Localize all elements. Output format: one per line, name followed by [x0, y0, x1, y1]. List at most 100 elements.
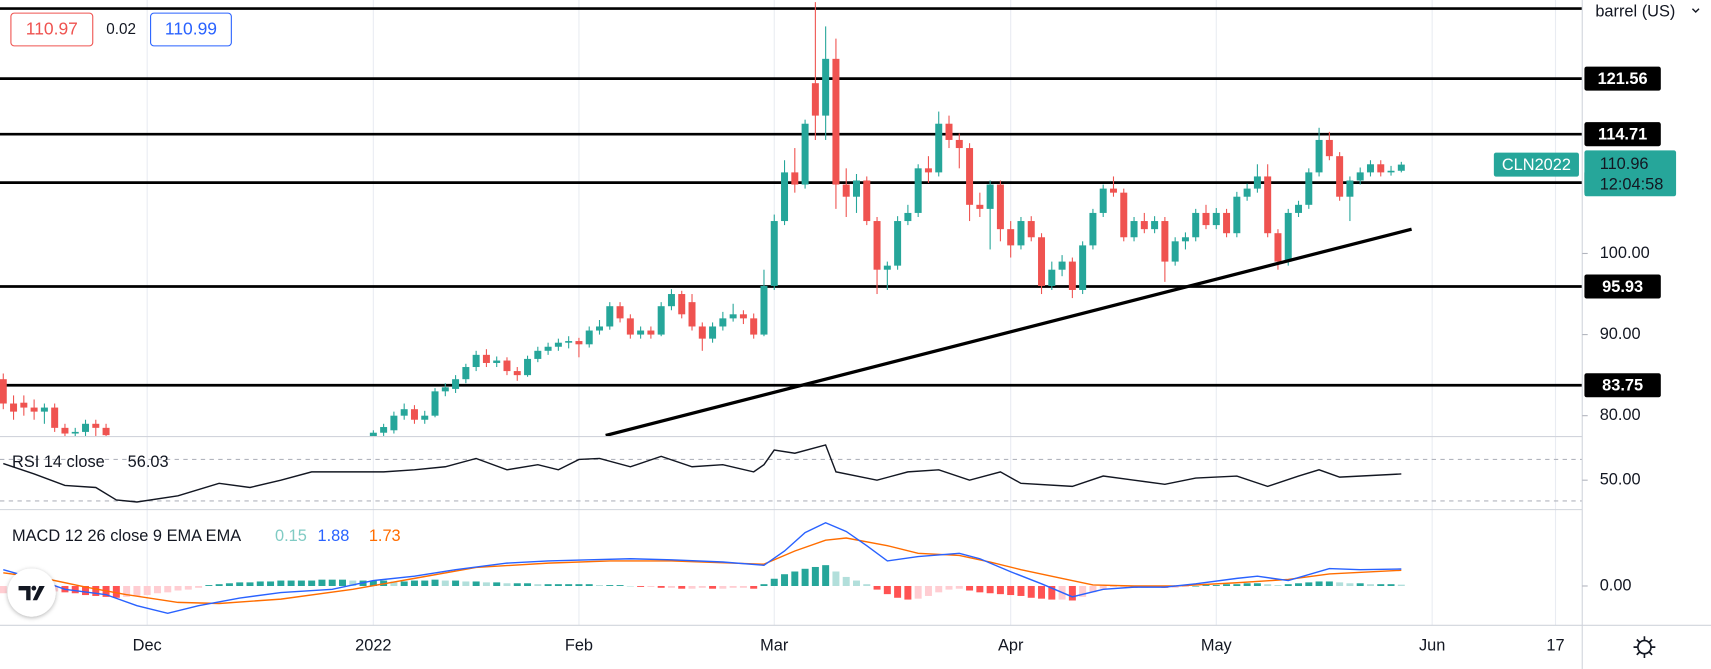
candle-body [1264, 176, 1272, 234]
candle-body [688, 302, 696, 327]
candle-body [924, 168, 932, 173]
candle-body [966, 148, 974, 205]
unit-chevron[interactable] [1691, 8, 1700, 14]
candle-body [380, 427, 388, 433]
histogram-bar [1387, 584, 1395, 586]
histogram-bar [1171, 585, 1179, 588]
histogram-bar [1366, 584, 1374, 586]
candle-body [554, 342, 562, 347]
candle-body [1058, 261, 1066, 270]
histogram-bar [1346, 583, 1354, 586]
y-tick-label: 50.00 [1600, 471, 1641, 489]
candle-body [493, 360, 501, 363]
histogram-bar [1027, 585, 1035, 598]
histogram-bar [976, 585, 984, 593]
macd-line [3, 521, 1402, 615]
ask-box[interactable] [150, 12, 232, 47]
logo[interactable] [7, 568, 56, 617]
candle-body [390, 415, 398, 431]
candle-body [1295, 204, 1303, 213]
logo-mark [18, 586, 45, 601]
histogram-bar [1274, 585, 1282, 586]
histogram-bar [318, 579, 326, 586]
histogram-bar [1284, 584, 1292, 586]
candle-body [750, 318, 758, 335]
candle-body [1325, 139, 1333, 157]
histogram-bar [657, 585, 665, 588]
candle-body [20, 402, 28, 408]
candle-body [92, 423, 100, 428]
level-label: 121.56 [1598, 70, 1648, 88]
x-tick-label: 2022 [355, 636, 391, 654]
histogram-bar [1068, 585, 1076, 601]
histogram-bar [493, 582, 501, 586]
histogram-bar [616, 585, 624, 586]
settings-icon[interactable] [1633, 636, 1656, 659]
histogram-bar [482, 582, 490, 586]
candle-body [82, 423, 90, 432]
candle-body [626, 318, 634, 335]
histogram-bar [123, 585, 131, 597]
gear-teeth [1633, 636, 1656, 659]
rsi-legend: RSI 14 close [12, 453, 105, 471]
signal-value: 1.73 [369, 527, 401, 545]
histogram-bar [164, 585, 172, 593]
rsi-line [3, 444, 1402, 503]
histogram-bar [852, 580, 860, 586]
histogram-value: 0.15 [275, 527, 307, 545]
histogram-bar [801, 568, 809, 586]
candle-body [1253, 176, 1261, 189]
histogram-bar [1212, 585, 1220, 586]
histogram-bar [667, 585, 675, 588]
candle-body [71, 431, 79, 434]
trend-line [605, 227, 1413, 437]
x-tick-label: Jun [1419, 636, 1445, 654]
histogram-bar [328, 579, 336, 586]
candle-body [1068, 261, 1076, 290]
candle-body [61, 427, 69, 434]
candle-body [863, 180, 871, 222]
histogram-bar [1356, 583, 1364, 586]
candle-body [976, 204, 984, 209]
histogram-bar [1007, 585, 1015, 596]
histogram-bar [822, 565, 830, 586]
x-tick-label: Apr [998, 636, 1024, 654]
unit-label[interactable]: barrel (US) [1595, 2, 1675, 20]
candle-body [1192, 212, 1200, 238]
candle-body [709, 326, 717, 339]
histogram-bar [410, 580, 418, 586]
candle-body [986, 184, 994, 209]
candle-body [1366, 164, 1374, 173]
histogram-bar [894, 585, 902, 598]
histogram-bar [924, 585, 932, 596]
histogram-bar [277, 580, 285, 586]
grid [146, 0, 1557, 626]
histogram-bar [421, 580, 429, 586]
histogram-bar [1099, 585, 1107, 589]
candle-body [0, 379, 7, 404]
histogram-bar [256, 581, 264, 586]
logo-badge[interactable] [7, 568, 56, 617]
y-tick-label: 80.00 [1600, 406, 1641, 424]
x-tick-label: 17 [1546, 636, 1564, 654]
candle-body [1099, 188, 1107, 213]
candle-body [544, 346, 552, 351]
histogram-bar [565, 584, 573, 586]
y-tick-label: 90.00 [1600, 325, 1641, 343]
histogram-bar [1305, 582, 1313, 586]
candle-body [524, 358, 532, 376]
histogram-bar [308, 580, 316, 586]
histogram-bar [986, 585, 994, 594]
candle-body [678, 294, 686, 315]
histogram-bar [534, 584, 542, 586]
candle-body [811, 83, 819, 116]
histogram-bar [781, 574, 789, 586]
candle-body [1212, 212, 1220, 226]
bid-box[interactable] [10, 12, 94, 47]
histogram-bar [441, 580, 449, 586]
axes: Dec 2022 Feb Mar Apr May Jun 17 80.00 90.00 100.00… [12, 66, 1677, 654]
histogram-bar [1109, 585, 1117, 587]
candle-body [1038, 237, 1046, 286]
histogram-bar [195, 585, 203, 588]
